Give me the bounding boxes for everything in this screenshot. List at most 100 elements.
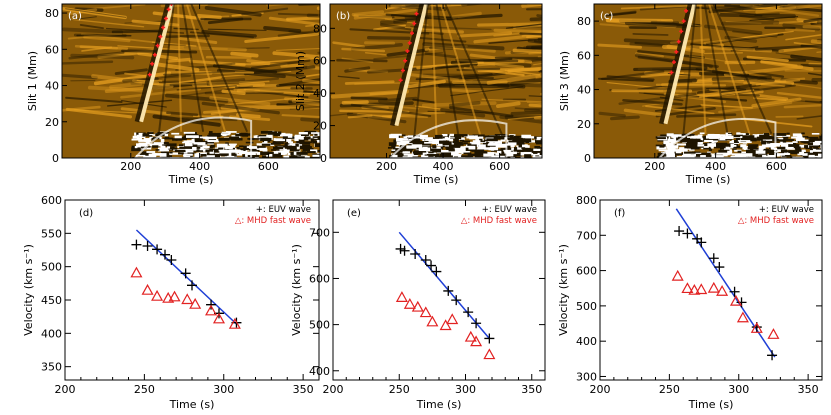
td-noise-cell (164, 144, 176, 146)
td-texture-streak (410, 25, 492, 31)
td-noise-cell (496, 150, 502, 154)
td-noise-cell (267, 132, 281, 135)
mhd-point (141, 283, 154, 295)
td-noise-cell (312, 136, 320, 138)
euv-point (166, 255, 177, 265)
td-noise-cell (820, 147, 822, 151)
td-texture-streak (280, 63, 304, 68)
td-noise-cell (813, 142, 820, 146)
td-texture-streak (275, 48, 320, 51)
panel-label: (f) (614, 208, 625, 219)
fit-line (398, 231, 490, 339)
x-tick-label: 250 (134, 383, 155, 396)
mhd-point (736, 311, 749, 323)
td-wave-front (663, 4, 697, 125)
td-noise-cell (712, 155, 724, 157)
td-noise-cell (520, 151, 532, 156)
td-texture-streak (496, 101, 521, 109)
td-noise-cell (804, 145, 809, 149)
td-texture-streak (645, 105, 715, 115)
td-noise-cell (283, 155, 290, 158)
td-texture-streak (448, 101, 481, 108)
td-wave-front (139, 4, 175, 123)
td-noise-cell (183, 152, 196, 155)
td-noise-cell (733, 145, 746, 149)
td-texture-streak (73, 33, 127, 37)
mhd-point (464, 330, 477, 342)
euv-point (708, 253, 719, 264)
td-texture-streak (250, 57, 320, 64)
td-noise-cell (742, 146, 747, 150)
td-noise-cell (258, 146, 266, 148)
td-texture-streak (802, 25, 822, 29)
td-noise-cell (744, 133, 749, 136)
td-noise-cell (732, 148, 737, 150)
td-texture-streak (131, 19, 179, 27)
td-texture-streak (481, 98, 542, 103)
td-noise-cell (807, 142, 816, 146)
td-texture-streak (424, 52, 457, 59)
td-noise-cell (188, 145, 199, 147)
td-texture-streak (213, 64, 278, 74)
td-panel-3: (c) 200 400 600 0 20 40 60 80 Time (s) Slit 3 (Mm) (558, 3, 823, 186)
td-red-mark (169, 4, 174, 6)
td-noise-cell (481, 147, 491, 149)
td-noise-cell (316, 149, 320, 152)
x-tick-label: 400 (189, 160, 210, 173)
td-noise-cell (459, 150, 470, 154)
y-tick-label: 800 (576, 194, 597, 207)
td-noise-cell (795, 139, 809, 142)
td-noise-cell (757, 154, 767, 157)
td-texture-streak (774, 81, 822, 90)
x-tick-label: 600 (489, 160, 510, 173)
td-noise-cell (196, 150, 203, 152)
td-texture-streak (341, 47, 386, 53)
td-red-mark (671, 60, 676, 65)
td-noise-cell (142, 133, 149, 137)
td-noise-cell (450, 153, 458, 156)
td-noise-cell (284, 142, 288, 147)
td-noise-cell (139, 136, 146, 139)
td-texture-streak (130, 80, 180, 85)
euv-point (410, 249, 421, 259)
td-noise-cell (163, 137, 173, 140)
td-noise-cell (663, 140, 670, 145)
td-noise-cell (734, 149, 742, 152)
td-noise-cell (273, 151, 279, 154)
legend-euv: +: EUV wave (759, 205, 814, 215)
td-noise-cell (260, 137, 272, 142)
td-noise-cell (309, 156, 320, 158)
panel-label: (d) (79, 208, 93, 219)
td-noise-cell (267, 151, 279, 154)
y-tick-label: 300 (576, 370, 597, 383)
td-red-mark (398, 78, 403, 83)
y-tick-label: 400 (41, 327, 62, 340)
td-noise-cell (702, 136, 708, 140)
td-noise-cell (820, 144, 822, 149)
td-noise-cell (185, 150, 194, 153)
td-noise-cell (454, 134, 468, 137)
td-noise-cell (776, 139, 786, 142)
td-noise-cell (184, 142, 193, 147)
td-texture-streak (221, 89, 246, 95)
td-noise-cell (242, 134, 249, 137)
euv-point (431, 266, 442, 277)
td-noise-cell (204, 136, 217, 140)
td-noise-cell (262, 142, 266, 145)
td-noise-cell (536, 146, 541, 149)
td-texture-streak (87, 85, 153, 93)
td-noise-cell (773, 133, 787, 136)
td-texture-streak (637, 49, 706, 60)
x-axis-label: Time (s) (685, 173, 731, 186)
td-texture-streak (356, 112, 396, 120)
td-noise-cell (741, 135, 755, 140)
td-noise-cell (476, 140, 486, 143)
td-noise-cell (721, 147, 730, 151)
td-noise-cell (143, 155, 154, 158)
td-noise-cell (799, 150, 804, 155)
x-tick-label: 400 (433, 160, 454, 173)
y-tick-label: 500 (41, 261, 62, 274)
td-noise-cell (666, 153, 675, 158)
td-texture-streak (201, 29, 257, 38)
td-noise-cell (396, 155, 408, 158)
